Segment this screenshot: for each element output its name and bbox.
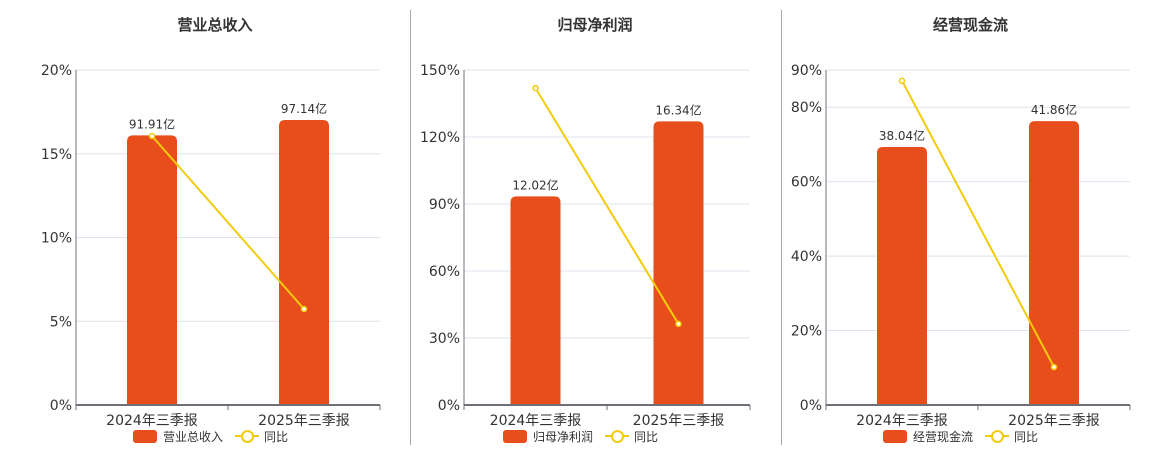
y-tick-label: 80% [791, 100, 822, 116]
y-tick-label: 60% [791, 175, 822, 191]
y-tick-label: 0% [438, 398, 460, 414]
panel-divider [410, 10, 411, 445]
legend: 营业总收入 同比 [133, 428, 288, 444]
y-tick-label: 5% [50, 314, 72, 330]
x-tick-label: 2024年三季报 [106, 413, 198, 429]
chart-title: 营业总收入 [177, 16, 253, 34]
bar[interactable] [510, 196, 561, 405]
chart-plot-revenue: 0% 5% 10% 15% 20% 91.91亿 97.14亿 2024年三季报 2025年三季… [41, 63, 381, 429]
y-tick-label: 15% [41, 147, 72, 163]
y-tick-label: 120% [420, 130, 460, 146]
y-tick-label: 40% [791, 249, 822, 265]
chart-plot-net-profit: 0% 30% 60% 90% 120% 150% 12.02亿 16.34亿 2024年三季报 2… [420, 63, 751, 429]
x-tick-label: 2025年三季报 [1008, 413, 1100, 429]
legend: 归母净利润 同比 [503, 428, 658, 444]
chart-panel-revenue: 营业总收入 0% 5% 10% 15% 20% 91.91亿 97.14亿 2024年三季报 2… [0, 0, 410, 450]
yoy-point[interactable] [532, 84, 539, 92]
legend-bar-swatch-icon[interactable] [883, 429, 907, 443]
y-tick-label: 20% [41, 63, 72, 79]
panel-divider [781, 10, 782, 445]
yoy-point[interactable] [300, 305, 308, 313]
bar[interactable] [1029, 121, 1079, 405]
chart-panel-net-profit: 归母净利润 0% 30% 60% 90% 120% 150% 12.02亿 16.34亿 202… [420, 16, 751, 444]
legend-bar-label[interactable]: 归母净利润 [533, 429, 594, 444]
y-tick-label: 0% [800, 398, 822, 414]
y-tick-label: 10% [41, 231, 72, 247]
legend-line-swatch-icon[interactable] [985, 429, 1010, 443]
y-tick-label: 90% [791, 63, 822, 79]
yoy-point[interactable] [675, 320, 682, 328]
legend-bar-label[interactable]: 营业总收入 [163, 429, 224, 444]
x-tick-label: 2025年三季报 [258, 413, 350, 429]
yoy-point[interactable] [898, 77, 906, 85]
yoy-line [901, 80, 1055, 368]
y-tick-label: 20% [791, 324, 822, 340]
x-tick-label: 2024年三季报 [856, 413, 948, 429]
bar[interactable] [877, 147, 927, 405]
yoy-point[interactable] [1050, 363, 1058, 371]
y-tick-label: 30% [429, 331, 460, 347]
x-tick-label: 2024年三季报 [490, 413, 582, 429]
bar[interactable] [279, 120, 329, 406]
legend-bar-swatch-icon[interactable] [503, 429, 527, 443]
bar-value-label: 97.14亿 [281, 101, 327, 116]
bar-value-label: 16.34亿 [655, 102, 701, 117]
legend-bar-label[interactable]: 经营现金流 [913, 429, 974, 444]
bar[interactable] [653, 121, 704, 405]
legend-line-label[interactable]: 同比 [264, 429, 289, 444]
chart-title: 归母净利润 [557, 16, 633, 34]
legend-line-label[interactable]: 同比 [634, 429, 659, 444]
x-tick-label: 2025年三季报 [633, 413, 725, 429]
yoy-point[interactable] [148, 132, 156, 140]
bar-value-label: 12.02亿 [512, 177, 558, 192]
legend-line-label[interactable]: 同比 [1014, 429, 1039, 444]
chart-title: 经营现金流 [932, 16, 1008, 34]
y-tick-label: 90% [429, 197, 460, 213]
y-tick-label: 150% [420, 63, 460, 79]
yoy-line [534, 87, 680, 325]
bar-value-label: 91.91亿 [129, 116, 175, 131]
y-tick-label: 0% [50, 398, 72, 414]
y-tick-label: 60% [429, 264, 460, 280]
legend-line-swatch-icon[interactable] [605, 429, 630, 443]
legend: 经营现金流 同比 [883, 428, 1038, 444]
yoy-line [151, 135, 305, 310]
bar[interactable] [127, 135, 177, 405]
bar-value-label: 38.04亿 [879, 128, 925, 143]
legend-bar-swatch-icon[interactable] [133, 429, 157, 443]
bar-value-label: 41.86亿 [1031, 102, 1077, 117]
legend-line-swatch-icon[interactable] [235, 429, 260, 443]
